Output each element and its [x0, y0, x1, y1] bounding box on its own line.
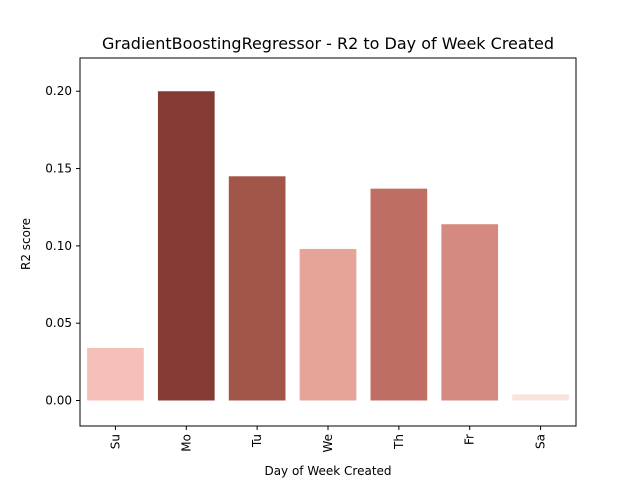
- x-axis-ticks: Su Mo Tu We Th Fr Sa: [108, 426, 548, 453]
- x-tick-label-sa: Sa: [534, 434, 548, 449]
- y-tick-label: 0.05: [45, 316, 72, 330]
- y-axis-label: R2 score: [19, 218, 33, 270]
- y-tick-label: 0.10: [45, 239, 72, 253]
- bar-sa: [512, 394, 569, 401]
- bar-mo: [157, 91, 215, 401]
- bar-we: [299, 248, 357, 401]
- x-tick-label-th: Th: [392, 434, 406, 450]
- bars-layer: [87, 91, 569, 401]
- bar-th: [370, 188, 428, 401]
- x-axis-label: Day of Week Created: [264, 464, 391, 478]
- bar-fr: [441, 224, 499, 401]
- bar-su: [87, 347, 144, 401]
- x-tick-label-fr: Fr: [463, 434, 477, 445]
- y-tick-label: 0.15: [45, 162, 72, 176]
- plot-area-frame: [79, 57, 577, 427]
- y-axis-ticks: 0.00 0.05 0.10 0.15 0.20: [45, 84, 80, 407]
- y-tick-label: 0.00: [45, 393, 72, 407]
- y-tick-label: 0.20: [45, 84, 72, 98]
- x-tick-label-we: We: [321, 434, 335, 453]
- bar-tu: [228, 176, 286, 401]
- x-tick-label-tu: Tu: [250, 434, 264, 448]
- x-tick-label-su: Su: [108, 434, 122, 449]
- x-tick-label-mo: Mo: [179, 434, 193, 452]
- chart-title: GradientBoostingRegressor - R2 to Day of…: [102, 34, 554, 53]
